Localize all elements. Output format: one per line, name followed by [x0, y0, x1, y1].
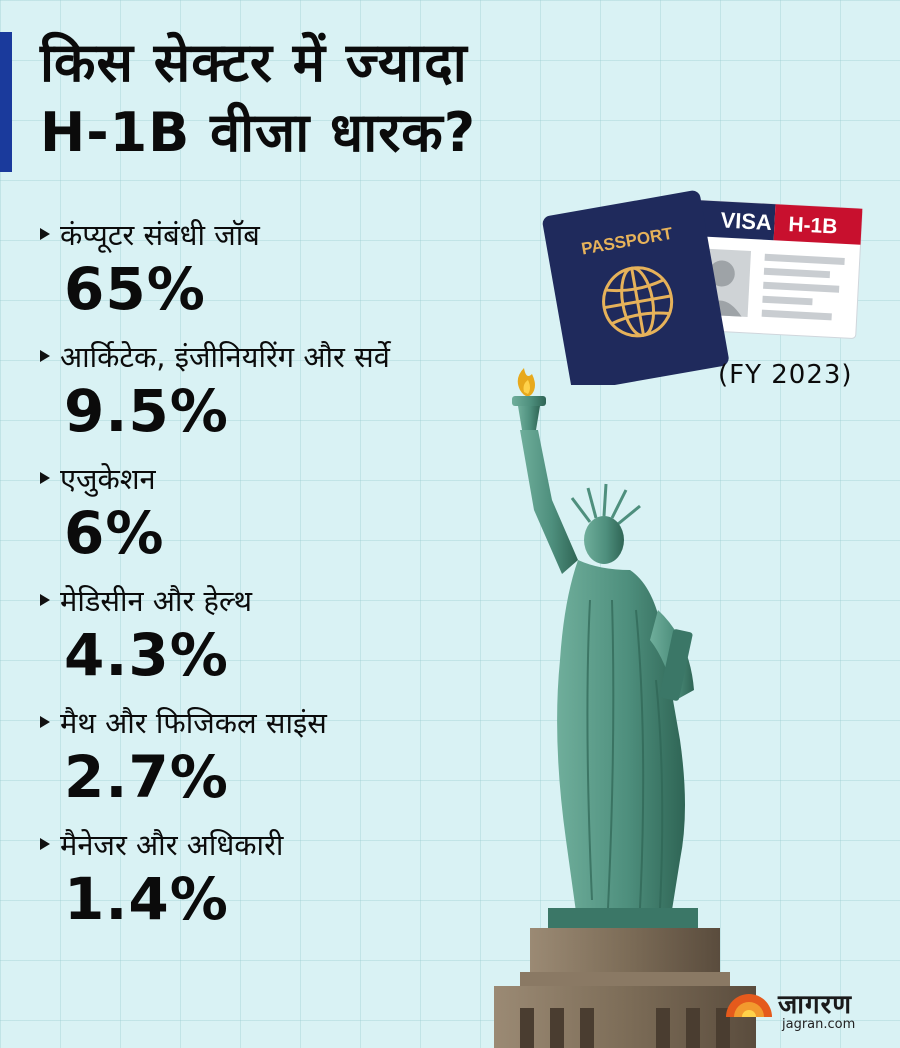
sector-value: 2.7%: [64, 743, 229, 811]
sector-item: आर्किटेक, इंजीनियरिंग और सर्वे 9.5%: [40, 337, 510, 459]
sector-label: मैथ और फिजिकल साइंस: [60, 706, 327, 740]
sector-value: 1.4%: [64, 865, 229, 933]
brand-url: jagran.com: [782, 1017, 856, 1032]
title-line-1: किस सेक्टर में ज्यादा: [40, 31, 468, 94]
sector-item: एजुकेशन 6%: [40, 459, 510, 581]
sector-label: मैनेजर और अधिकारी: [60, 828, 284, 862]
visa-label: VISA: [720, 207, 773, 235]
passport-illustration: PASSPORT: [542, 190, 729, 385]
sun-logo-icon: [726, 994, 772, 1017]
page-title: किस सेक्टर में ज्यादा H-1B वीजा धारक?: [40, 28, 660, 168]
sector-value: 4.3%: [64, 621, 229, 689]
sector-list: कंप्यूटर संबंधी जॉब 65% आर्किटेक, इंजीनि…: [40, 215, 510, 947]
sector-value: 65%: [64, 255, 206, 323]
bullet-triangle-icon: [40, 716, 50, 728]
fiscal-year-label: (FY 2023): [718, 360, 853, 390]
sector-value: 9.5%: [64, 377, 229, 445]
bullet-triangle-icon: [40, 472, 50, 484]
sector-label: मेडिसीन और हेल्थ: [60, 584, 252, 618]
sector-item: मेडिसीन और हेल्थ 4.3%: [40, 581, 510, 703]
statue-of-liberty-image: [494, 368, 756, 1048]
jagran-logo: जागरण jagran.com: [720, 985, 890, 1035]
sector-item: कंप्यूटर संबंधी जॉब 65%: [40, 215, 510, 337]
bullet-triangle-icon: [40, 594, 50, 606]
sector-label: आर्किटेक, इंजीनियरिंग और सर्वे: [60, 340, 390, 374]
sector-item: मैथ और फिजिकल साइंस 2.7%: [40, 703, 510, 825]
bullet-triangle-icon: [40, 228, 50, 240]
sector-label: कंप्यूटर संबंधी जॉब: [60, 218, 260, 252]
sector-item: मैनेजर और अधिकारी 1.4%: [40, 825, 510, 947]
brand-name: जागरण: [778, 990, 853, 1020]
bullet-triangle-icon: [40, 350, 50, 362]
title-accent-bar: [0, 32, 12, 172]
visa-type-label: H-1B: [788, 213, 838, 239]
title-line-2: H-1B वीजा धारक?: [40, 101, 477, 164]
bullet-triangle-icon: [40, 838, 50, 850]
globe-icon: [602, 266, 674, 338]
sector-label: एजुकेशन: [60, 462, 156, 496]
sector-value: 6%: [64, 499, 165, 567]
